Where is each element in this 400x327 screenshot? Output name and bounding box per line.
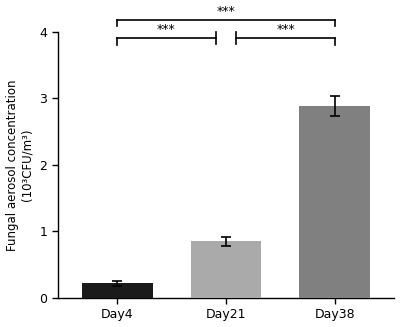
Bar — [191, 241, 261, 298]
Bar — [299, 106, 370, 298]
Text: ***: *** — [276, 24, 295, 36]
Y-axis label: Fungal aerosol concentration
(10³CFU/m³): Fungal aerosol concentration (10³CFU/m³) — [6, 79, 34, 251]
Text: ***: *** — [217, 5, 235, 18]
Bar — [82, 284, 153, 298]
Text: ***: *** — [157, 24, 176, 36]
